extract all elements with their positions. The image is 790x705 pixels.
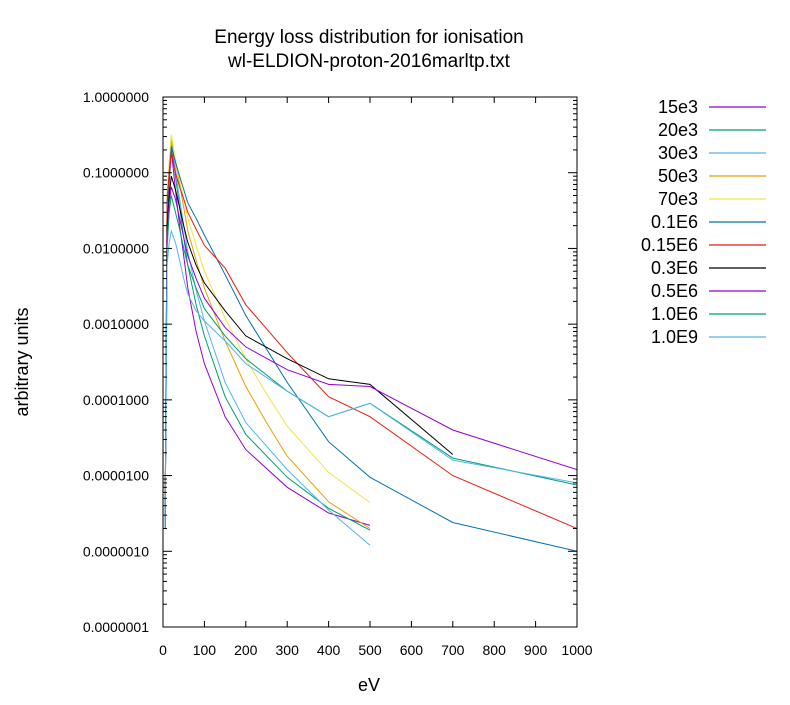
chart-title: Energy loss distribution for ionisation bbox=[214, 27, 523, 48]
y-tick-label: 0.0000001 bbox=[83, 619, 149, 635]
legend-label: 20e3 bbox=[658, 120, 698, 140]
x-tick-label: 1000 bbox=[561, 642, 592, 658]
x-tick-label: 800 bbox=[483, 642, 507, 658]
y-tick-label: 0.0000100 bbox=[83, 468, 149, 484]
plot-lines bbox=[164, 134, 577, 552]
legend-label: 0.3E6 bbox=[651, 258, 698, 278]
y-tick-label: 0.0000010 bbox=[83, 543, 149, 559]
y-axis: 1.0000000 0.1000000 0.0100000 0.0010000 0.00… bbox=[83, 89, 577, 635]
series-line-6 bbox=[164, 151, 577, 529]
legend-label: 0.5E6 bbox=[651, 281, 698, 301]
series-line-0 bbox=[164, 149, 371, 529]
x-tick-label: 700 bbox=[441, 642, 465, 658]
series-line-9 bbox=[164, 195, 577, 529]
x-tick-label: 900 bbox=[524, 642, 548, 658]
series-line-1 bbox=[164, 141, 371, 531]
legend-label: 1.0E9 bbox=[651, 327, 698, 347]
x-tick-label: 500 bbox=[358, 642, 382, 658]
legend-label: 30e3 bbox=[658, 143, 698, 163]
chart-subtitle: wl-ELDION-proton-2016marltp.txt bbox=[227, 51, 511, 72]
legend-label: 70e3 bbox=[658, 189, 698, 209]
x-tick-label: 300 bbox=[276, 642, 300, 658]
legend-label: 0.1E6 bbox=[651, 212, 698, 232]
x-tick-label: 400 bbox=[317, 642, 341, 658]
x-tick-label: 100 bbox=[193, 642, 217, 658]
y-tick-label: 0.0001000 bbox=[83, 392, 149, 408]
y-tick-label: 0.1000000 bbox=[83, 165, 149, 181]
x-axis-label: eV bbox=[358, 675, 380, 695]
legend: 15e3 20e3 30e3 50e3 70e3 0.1E6 0.15E6 0.3E6 0.5E… bbox=[641, 97, 766, 347]
y-tick-label: 0.0010000 bbox=[83, 316, 149, 332]
series-line-2 bbox=[164, 138, 371, 546]
series-line-7 bbox=[164, 176, 454, 529]
legend-label: 0.15E6 bbox=[641, 235, 698, 255]
legend-label: 15e3 bbox=[658, 97, 698, 117]
series-line-5 bbox=[164, 146, 577, 552]
y-tick-label: 1.0000000 bbox=[83, 89, 149, 105]
legend-label: 50e3 bbox=[658, 166, 698, 186]
plot-frame bbox=[162, 96, 578, 628]
series-line-8 bbox=[164, 186, 577, 529]
x-tick-label: 200 bbox=[234, 642, 258, 658]
x-axis: 0 100 200 300 400 500 600 700 800 900 1000 bbox=[159, 97, 593, 658]
legend-label: 1.0E6 bbox=[651, 304, 698, 324]
y-axis-label: arbitrary units bbox=[12, 307, 32, 416]
series-line-10 bbox=[164, 229, 577, 529]
x-tick-label: 0 bbox=[159, 642, 167, 658]
y-tick-label: 0.0100000 bbox=[83, 240, 149, 256]
series-line-4 bbox=[164, 134, 371, 529]
x-tick-label: 600 bbox=[400, 642, 424, 658]
